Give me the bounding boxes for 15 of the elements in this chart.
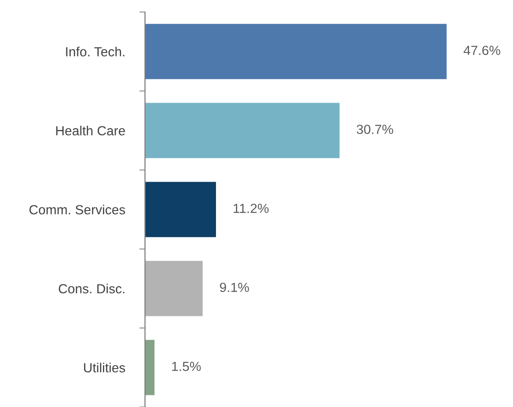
y-tick-label: Utilities: [84, 362, 126, 372]
y-tick-label: Info. Tech.: [66, 46, 124, 56]
bar: [145, 340, 155, 396]
bar: [145, 24, 447, 80]
bar: [145, 260, 203, 316]
data-label: 47.6%: [464, 46, 500, 56]
data-label: 9.1%: [220, 282, 249, 292]
bar: [145, 182, 216, 238]
y-tick-label: Comm. Services: [29, 204, 126, 214]
data-label: 1.5%: [172, 362, 201, 372]
y-tick-label: Health Care: [56, 126, 125, 136]
y-tick-label: Cons. Disc.: [58, 284, 124, 294]
data-label: 11.2%: [234, 204, 269, 213]
data-label: 30.7%: [356, 124, 394, 134]
bar: [145, 102, 340, 158]
